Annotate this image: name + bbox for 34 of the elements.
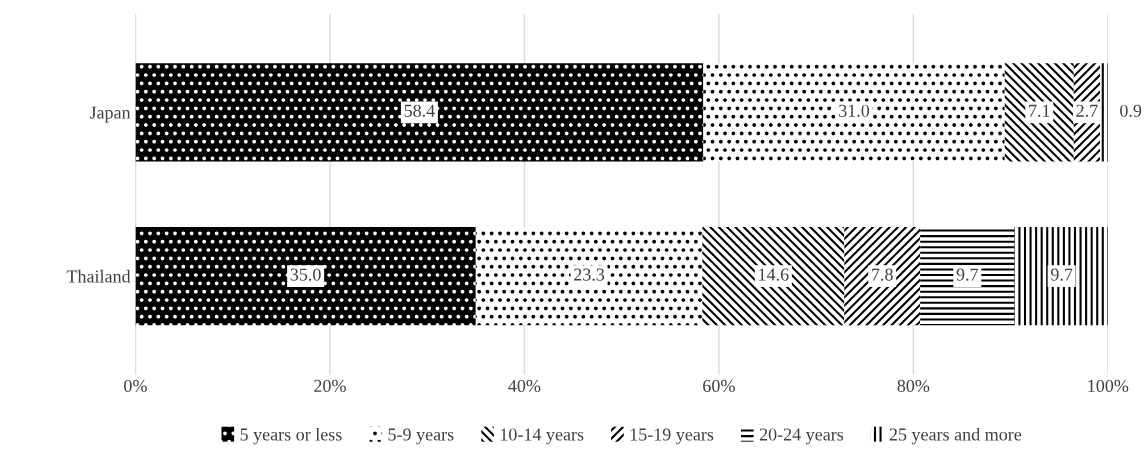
x-tick-label: 20% bbox=[314, 379, 346, 393]
bar bbox=[702, 226, 845, 326]
bar bbox=[475, 226, 703, 326]
x-tick-label: 40% bbox=[508, 379, 541, 393]
bar bbox=[1004, 63, 1074, 162]
bar bbox=[135, 63, 704, 162]
x-tick-label: 0% bbox=[124, 379, 147, 393]
data-label: 0.9 bbox=[1120, 104, 1142, 117]
x-tick-label: 100% bbox=[1088, 379, 1129, 393]
legend-label: 5-9 years bbox=[388, 428, 454, 445]
x-tick-label: 60% bbox=[703, 379, 735, 393]
data-label: 31.0 bbox=[839, 104, 870, 117]
legend-label: 10-14 years bbox=[500, 428, 584, 445]
bar bbox=[920, 226, 1015, 326]
data-label: 9.7 bbox=[1050, 268, 1073, 281]
legend-label: 15-19 years bbox=[630, 428, 714, 445]
legend-label: 25 years and more bbox=[889, 427, 1022, 445]
bar bbox=[844, 226, 921, 326]
x-tick-label: 80% bbox=[897, 379, 930, 393]
data-label: 2.7 bbox=[1076, 104, 1098, 117]
data-label: 9.7 bbox=[956, 268, 979, 281]
data-label: 35.0 bbox=[290, 268, 321, 281]
legend-label: 20-24 years bbox=[759, 428, 844, 445]
bar bbox=[135, 226, 476, 326]
legend-label: 5 years or less bbox=[240, 427, 342, 445]
y-tick-label: Japan bbox=[89, 106, 131, 123]
data-label: 58.4 bbox=[404, 104, 435, 117]
bar bbox=[703, 63, 1005, 162]
data-label: 23.3 bbox=[574, 268, 605, 281]
y-tick-label: Thailand bbox=[66, 269, 131, 283]
data-label: 14.6 bbox=[759, 268, 789, 281]
bar bbox=[1014, 226, 1108, 326]
data-label: 7.8 bbox=[872, 268, 893, 281]
data-label: 7.1 bbox=[1029, 104, 1050, 117]
